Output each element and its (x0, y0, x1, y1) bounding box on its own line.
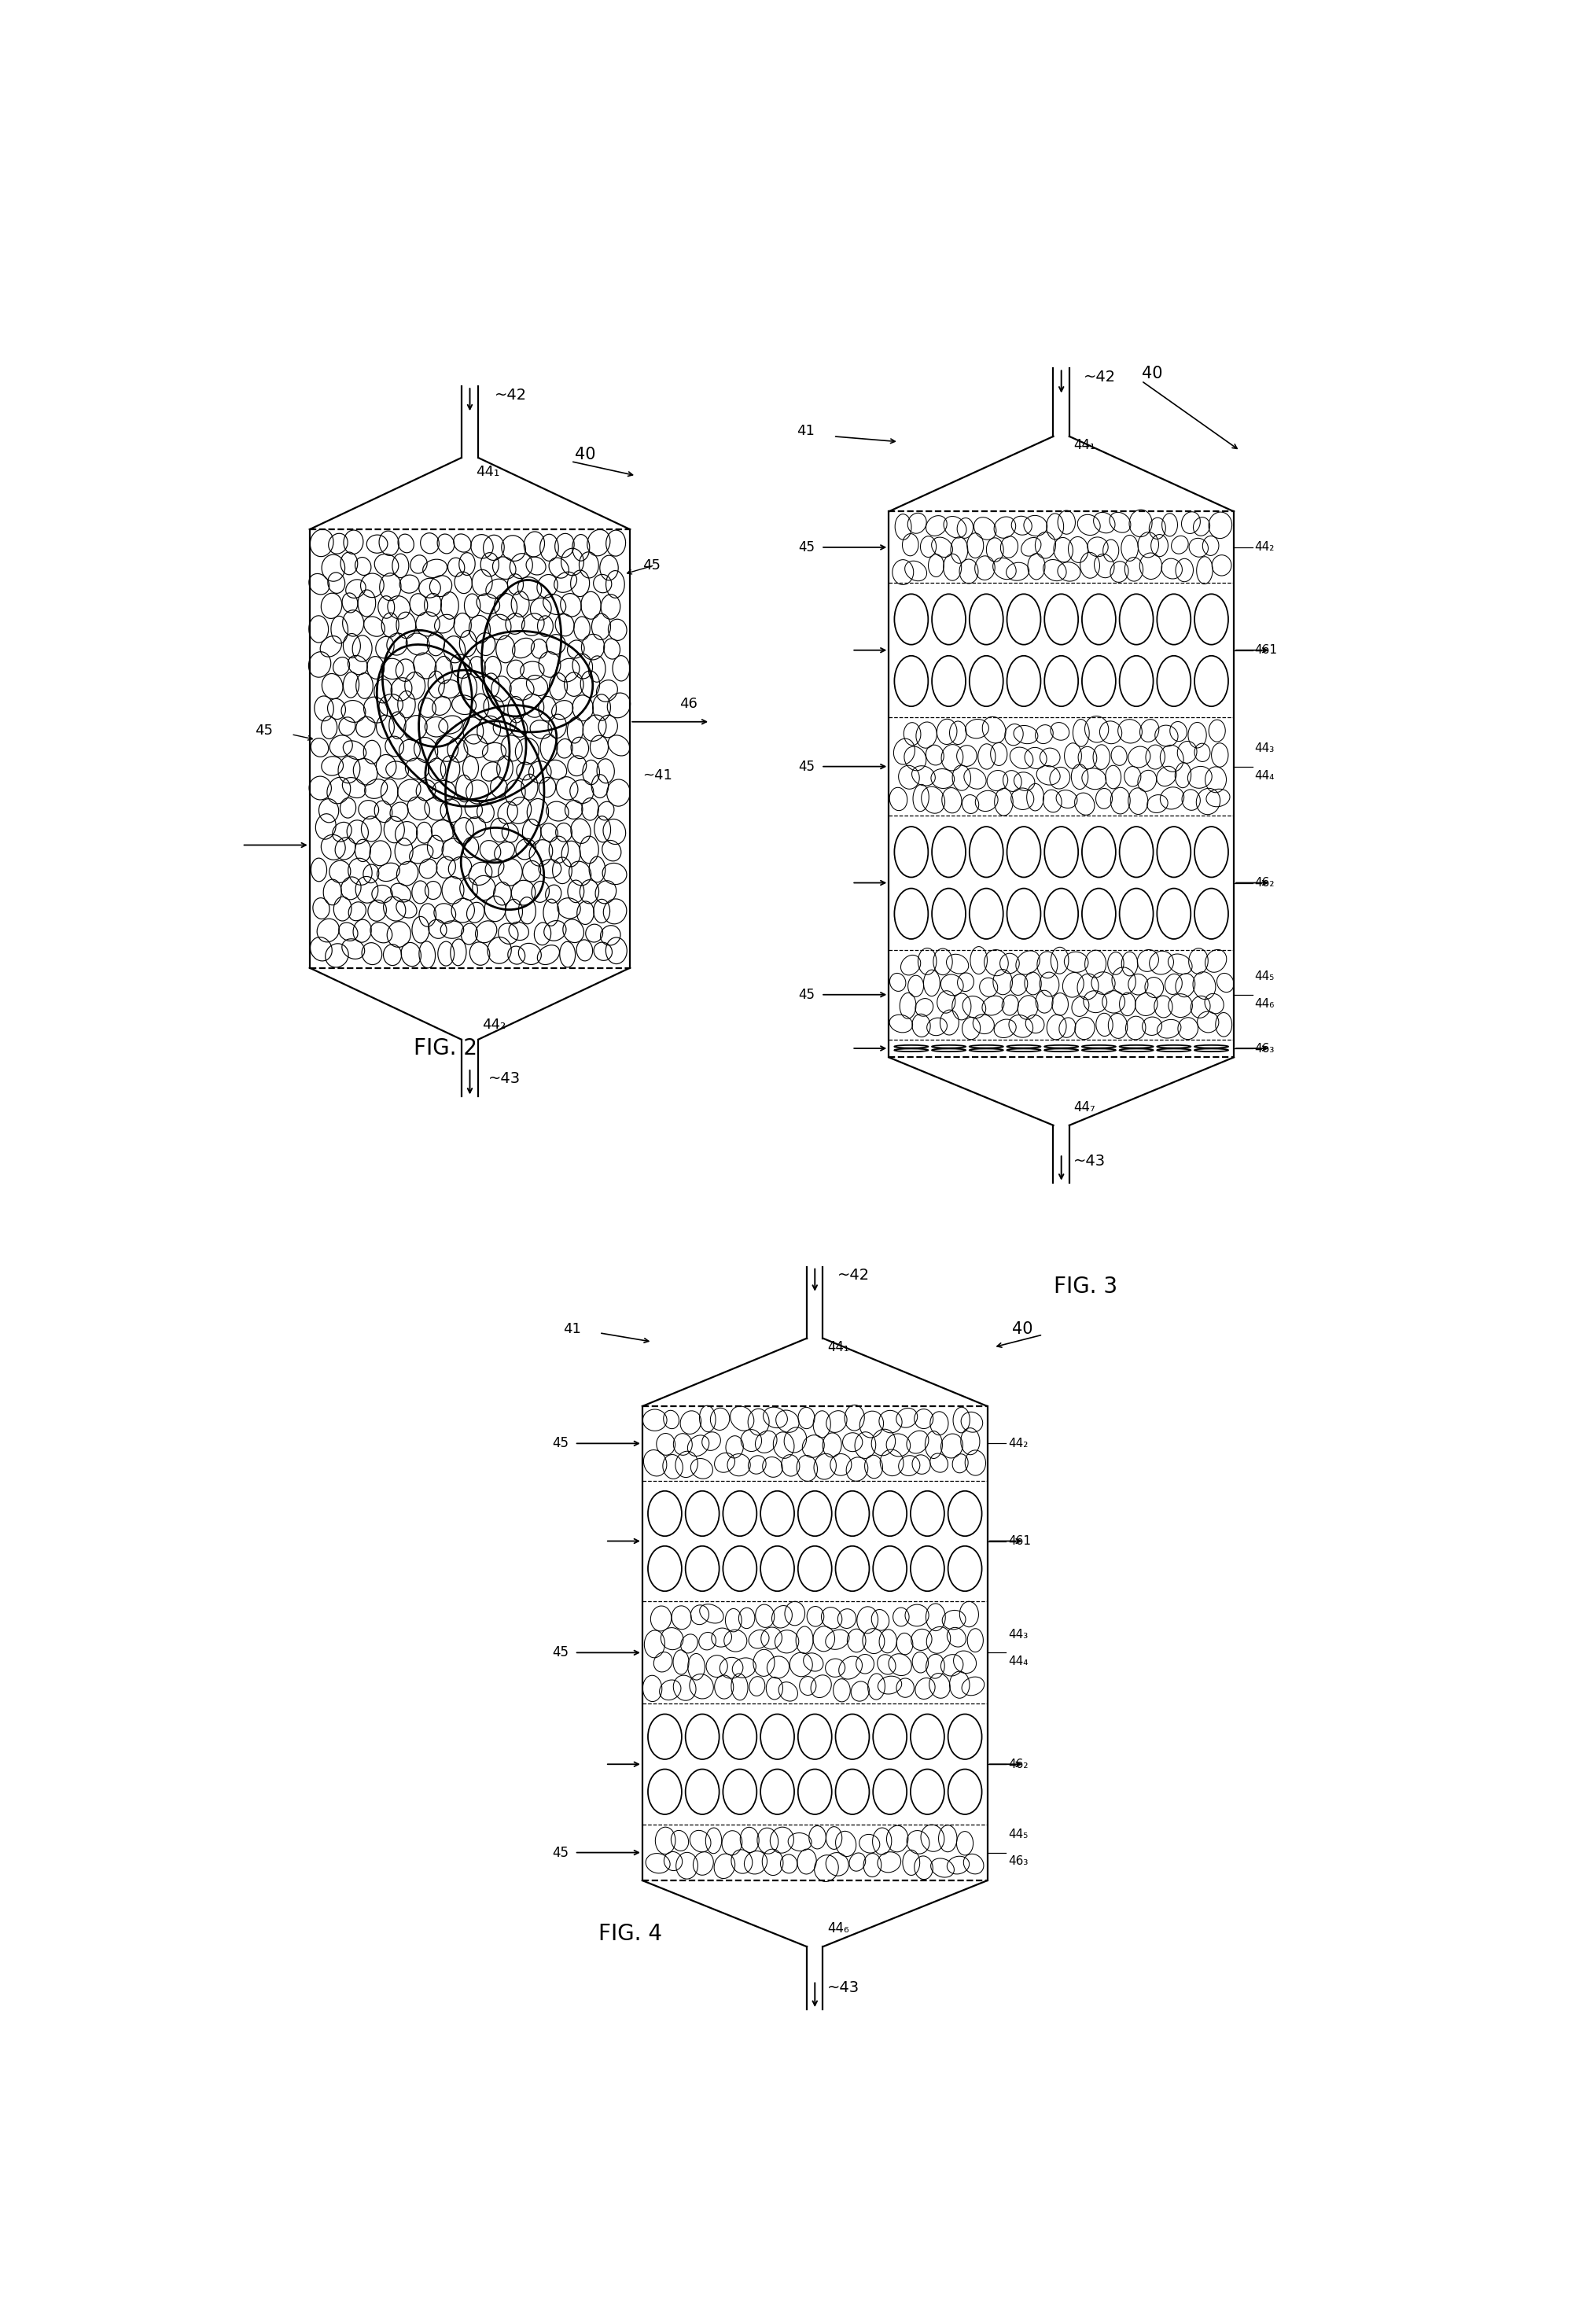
Text: 44₂: 44₂ (1255, 541, 1275, 553)
Text: 45: 45 (642, 558, 660, 572)
Text: FIG. 4: FIG. 4 (598, 1924, 661, 1945)
Text: 40: 40 (1011, 1322, 1034, 1336)
Text: 41: 41 (797, 423, 814, 437)
Text: 40: 40 (1142, 365, 1162, 381)
Text: ~42: ~42 (1083, 370, 1116, 386)
Text: 40: 40 (574, 446, 595, 462)
Text: 44₄: 44₄ (1255, 769, 1275, 781)
Text: 44₆: 44₆ (827, 1922, 849, 1936)
Text: 44₂: 44₂ (482, 1018, 506, 1032)
Text: 461: 461 (1255, 644, 1278, 655)
Text: FIG. 3: FIG. 3 (1054, 1276, 1118, 1297)
Text: 44₃: 44₃ (1255, 744, 1275, 755)
Text: ~43: ~43 (488, 1071, 520, 1085)
Text: 461: 461 (1008, 1536, 1032, 1548)
Text: 46₂: 46₂ (1255, 876, 1275, 888)
Text: 44₅: 44₅ (1008, 1829, 1029, 1841)
Text: ~41: ~41 (642, 769, 673, 783)
Text: 44₆: 44₆ (1255, 997, 1275, 1009)
Text: 45: 45 (798, 988, 814, 1002)
Text: 45: 45 (798, 760, 814, 774)
Text: ~42: ~42 (494, 388, 526, 402)
Text: FIG. 2: FIG. 2 (413, 1037, 477, 1060)
Text: 44₇: 44₇ (1073, 1099, 1096, 1116)
Text: 45: 45 (798, 539, 814, 555)
Text: 44₁: 44₁ (1073, 439, 1096, 453)
Text: 44₁: 44₁ (475, 465, 499, 479)
Text: 44₁: 44₁ (827, 1341, 849, 1355)
Text: 44₅: 44₅ (1255, 971, 1275, 983)
Text: 45: 45 (254, 723, 273, 737)
Text: 41: 41 (563, 1322, 580, 1336)
Text: 46₃: 46₃ (1255, 1043, 1275, 1055)
Text: 45: 45 (552, 1645, 569, 1659)
Text: ~43: ~43 (827, 1980, 860, 1996)
Text: ~43: ~43 (1073, 1153, 1107, 1169)
Text: 45: 45 (552, 1845, 569, 1859)
Text: 46₃: 46₃ (1008, 1855, 1029, 1868)
Text: ~42: ~42 (836, 1269, 870, 1283)
Text: 44₃: 44₃ (1008, 1629, 1029, 1641)
Text: 44₂: 44₂ (1008, 1439, 1029, 1450)
Text: 45: 45 (552, 1436, 569, 1450)
Text: 44₄: 44₄ (1008, 1655, 1029, 1669)
Text: 46₂: 46₂ (1008, 1759, 1029, 1771)
Text: 46: 46 (679, 697, 698, 711)
